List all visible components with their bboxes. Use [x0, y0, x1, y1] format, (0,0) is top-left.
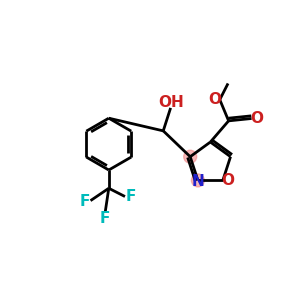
Text: O: O [250, 111, 263, 126]
Circle shape [184, 150, 197, 163]
Text: OH: OH [158, 95, 184, 110]
Circle shape [191, 174, 204, 187]
Text: O: O [208, 92, 221, 106]
Text: O: O [222, 173, 235, 188]
Text: N: N [191, 174, 204, 189]
Text: F: F [80, 194, 90, 209]
Text: F: F [126, 189, 136, 204]
Text: F: F [100, 211, 110, 226]
